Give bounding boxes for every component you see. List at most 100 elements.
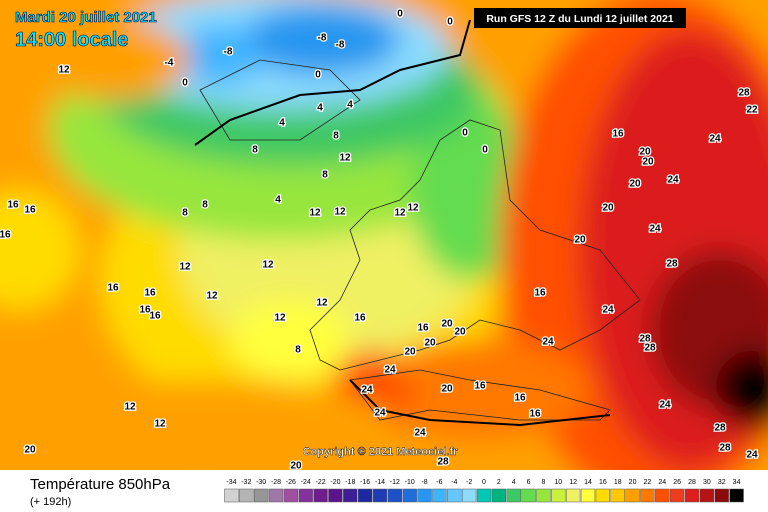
scale-label: -12 (390, 479, 400, 486)
contour-label: 0 (447, 17, 453, 28)
contour-label: 16 (529, 409, 541, 420)
contour-label: 24 (667, 175, 679, 186)
scale-label: 20 (629, 479, 637, 486)
scale-label: 34 (733, 479, 741, 486)
contour-label: 28 (714, 423, 726, 434)
scale-label: -30 (256, 479, 266, 486)
scale-label: -34 (226, 479, 236, 486)
scale-swatch (521, 488, 536, 503)
contour-label: 20 (602, 203, 614, 214)
scale-swatch (253, 488, 269, 503)
contour-label: 20 (639, 147, 651, 158)
scale-swatch (298, 488, 313, 503)
contour-label: 12 (154, 419, 166, 430)
contour-label: 28 (666, 259, 678, 270)
contour-label: 16 (7, 200, 19, 211)
contour-label: 24 (361, 385, 373, 396)
contour-label: 12 (124, 402, 136, 413)
contour-label: 0 (315, 70, 321, 81)
contour-label: 16 (107, 283, 119, 294)
time: 14:00 locale (15, 29, 128, 51)
date: Mardi 20 juillet 2021 (15, 9, 157, 26)
contour-label: 20 (441, 384, 453, 395)
scale-label: -26 (286, 479, 296, 486)
contour-label: 20 (642, 157, 654, 168)
contour-label: 0 (182, 78, 188, 89)
contour-label: 12 (334, 207, 346, 218)
contour-label: 28 (738, 88, 750, 99)
contour-label: 24 (659, 400, 671, 411)
contour-label: 12 (274, 313, 286, 324)
scale-swatch (372, 488, 388, 503)
scale-swatch (506, 488, 521, 503)
scale-label: -10 (405, 479, 415, 486)
scale-swatch (729, 488, 744, 503)
contour-label: 28 (719, 443, 731, 454)
scale-swatch (625, 488, 640, 503)
contour-label: 16 (24, 205, 36, 216)
contour-label: 4 (279, 118, 285, 129)
scale-label: 2 (497, 479, 501, 486)
contour-label: 16 (612, 129, 624, 140)
contour-label: 8 (182, 208, 188, 219)
contour-label: -8 (318, 33, 327, 44)
scale-label: -6 (436, 479, 442, 486)
scale-label: 8 (541, 479, 545, 486)
scale-swatch (224, 488, 239, 503)
contour-label: 16 (534, 288, 546, 299)
contour-label: 28 (437, 457, 449, 468)
contour-label: 8 (322, 170, 328, 181)
contour-label: 24 (542, 337, 554, 348)
contour-label: 16 (474, 381, 486, 392)
run-box (474, 8, 686, 28)
scale-swatch (580, 488, 596, 503)
contour-label: 24 (709, 134, 721, 145)
scale-label: 30 (703, 479, 711, 486)
contour-label: 12 (58, 65, 70, 76)
scale-label: 24 (658, 479, 666, 486)
scale-label: -32 (241, 479, 251, 486)
contour-label: 12 (309, 208, 321, 219)
contour-label: 24 (649, 224, 661, 235)
contour-label: 12 (394, 208, 406, 219)
scale-swatch (239, 488, 254, 503)
scale-swatch (640, 488, 655, 503)
scale-label: 0 (482, 479, 486, 486)
scale-label: 14 (584, 479, 592, 486)
contour-label: 8 (333, 131, 339, 142)
contour-label: 20 (574, 235, 586, 246)
contour-label: 28 (644, 343, 656, 354)
contour-label: 12 (179, 262, 191, 273)
scale-swatch (461, 488, 477, 503)
scale-swatch (610, 488, 625, 503)
scale-label: 32 (718, 479, 726, 486)
scale-swatch (536, 488, 551, 503)
contour-label: 24 (746, 450, 758, 461)
scale-swatch (402, 488, 417, 503)
contour-label: 12 (262, 260, 274, 271)
scale-label: 28 (688, 479, 696, 486)
scale-swatch (714, 488, 729, 503)
scale-swatch (313, 488, 328, 503)
scale-label: 12 (569, 479, 577, 486)
contour-label: 4 (275, 195, 281, 206)
contour-label: 16 (149, 311, 161, 322)
contour-label: 8 (252, 145, 258, 156)
run-info: Run GFS 12 Z du Lundi 12 juillet 2021 (486, 13, 673, 25)
contour-label: 20 (290, 461, 302, 472)
scale-swatch (699, 488, 715, 503)
scale-label: -24 (301, 479, 311, 486)
copyright: Copyright © 2021 Meteociel.fr (303, 446, 459, 458)
scale-label: -28 (271, 479, 281, 486)
scale-swatch (447, 488, 462, 503)
contour-label: 24 (602, 305, 614, 316)
contour-label: 16 (0, 230, 11, 241)
scale-label: -20 (330, 479, 340, 486)
scale-label: 18 (614, 479, 622, 486)
scale-label: -14 (375, 479, 385, 486)
contour-label: 16 (417, 323, 429, 334)
scale-swatch (655, 488, 670, 503)
contour-label: 20 (404, 347, 416, 358)
